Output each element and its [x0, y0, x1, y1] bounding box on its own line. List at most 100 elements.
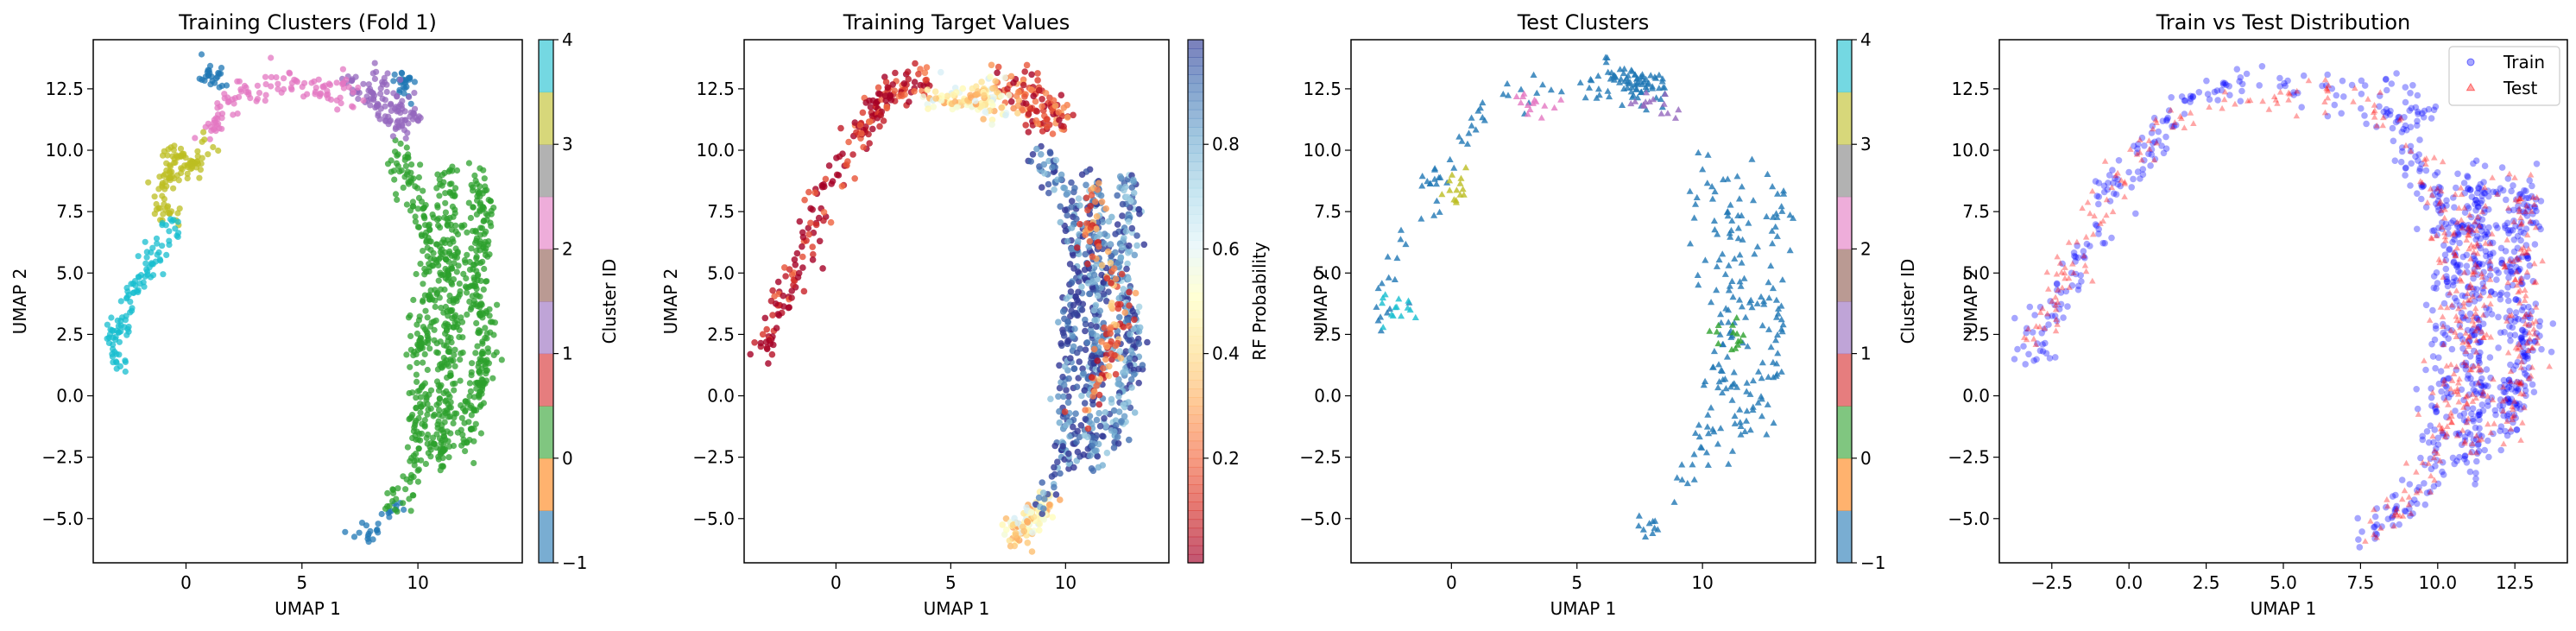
- data-point: [156, 205, 163, 211]
- data-point: [2429, 353, 2437, 360]
- data-point: [994, 69, 1001, 77]
- data-point: [2503, 237, 2510, 243]
- colorbar-segment: [1188, 388, 1203, 398]
- data-point: [2415, 110, 2421, 117]
- data-point: [1377, 327, 1385, 334]
- data-point: [2538, 345, 2545, 353]
- data-point: [2416, 136, 2423, 143]
- data-point: [2422, 301, 2430, 309]
- data-point: [1673, 474, 1681, 481]
- data-point: [2456, 302, 2463, 309]
- data-point: [2442, 382, 2449, 389]
- data-point: [2057, 300, 2065, 308]
- data-point: [417, 437, 424, 444]
- data-point: [2145, 150, 2152, 157]
- data-point: [2420, 182, 2427, 189]
- data-point: [1077, 422, 1085, 429]
- data-point: [2524, 255, 2531, 262]
- data-point: [2507, 338, 2514, 344]
- data-point: [1057, 470, 1064, 477]
- subplot-train-vs-test: Train vs Test Distribution −2.5 0.0 2.5 5.0…: [1948, 10, 2568, 619]
- data-point: [1708, 404, 1715, 411]
- data-point: [2407, 182, 2414, 189]
- colorbar-segment: [1188, 144, 1203, 154]
- data-point: [1384, 253, 1392, 260]
- data-point: [1088, 321, 1095, 329]
- y-tick-label: 7.5: [1314, 201, 1342, 222]
- colorbar-segment: [1188, 519, 1203, 529]
- data-point: [2074, 243, 2080, 249]
- data-point: [486, 312, 493, 319]
- data-point: [858, 129, 865, 137]
- data-point: [1098, 262, 1106, 269]
- data-point: [2045, 286, 2052, 292]
- data-point: [477, 224, 484, 231]
- data-point: [1010, 79, 1017, 86]
- data-point: [2407, 90, 2414, 97]
- data-point: [751, 339, 758, 346]
- data-point: [1654, 526, 1662, 533]
- data-point: [1658, 75, 1666, 82]
- data-point: [2133, 149, 2141, 157]
- data-point: [1699, 166, 1707, 173]
- data-point: [1725, 262, 1733, 268]
- data-point: [2453, 457, 2460, 464]
- data-point: [1065, 465, 1072, 472]
- data-point: [450, 238, 457, 245]
- data-point: [446, 188, 453, 196]
- data-point: [474, 188, 482, 195]
- data-point: [2421, 480, 2428, 487]
- data-point: [167, 211, 174, 218]
- data-point: [1034, 77, 1041, 84]
- data-point: [1070, 423, 1076, 431]
- data-point: [2418, 195, 2425, 203]
- data-point: [142, 238, 148, 245]
- data-point: [2105, 180, 2112, 186]
- data-point: [1028, 71, 1035, 79]
- data-point: [476, 330, 483, 337]
- data-point: [773, 325, 780, 331]
- data-point: [1049, 514, 1057, 521]
- data-point: [1639, 526, 1647, 533]
- data-point: [953, 104, 961, 110]
- data-point: [2425, 105, 2433, 113]
- data-point: [2524, 252, 2531, 260]
- data-point: [2415, 108, 2421, 116]
- data-point: [1715, 256, 1723, 263]
- data-point: [1086, 452, 1094, 459]
- data-point: [2238, 87, 2245, 95]
- data-point: [2358, 528, 2365, 535]
- data-point: [2443, 413, 2450, 420]
- data-point: [1127, 347, 1135, 355]
- data-point: [2497, 423, 2505, 431]
- data-point: [2163, 117, 2170, 124]
- data-point: [1064, 189, 1071, 197]
- data-point: [2504, 227, 2511, 234]
- data-point: [2362, 538, 2369, 544]
- data-point: [1058, 176, 1064, 183]
- data-point: [406, 93, 413, 100]
- data-point: [414, 205, 421, 212]
- data-point: [1426, 180, 1434, 186]
- data-point: [1737, 431, 1745, 438]
- data-point: [2434, 203, 2441, 211]
- data-point: [2453, 220, 2460, 227]
- data-point: [1068, 179, 1075, 186]
- data-point: [811, 189, 818, 196]
- data-point: [2501, 329, 2508, 336]
- data-point: [1030, 92, 1037, 100]
- data-point: [427, 446, 434, 453]
- data-point: [2453, 263, 2460, 271]
- data-point: [383, 88, 390, 96]
- data-point: [889, 81, 896, 88]
- data-point: [1045, 502, 1053, 508]
- data-point: [452, 185, 459, 192]
- y-tick-label: −2.5: [1299, 447, 1342, 468]
- data-point: [1462, 164, 1470, 171]
- data-point: [837, 124, 844, 132]
- data-point: [1027, 508, 1035, 516]
- data-point: [1116, 348, 1123, 355]
- data-point: [920, 82, 927, 89]
- data-point: [1733, 383, 1741, 390]
- data-point: [470, 438, 477, 445]
